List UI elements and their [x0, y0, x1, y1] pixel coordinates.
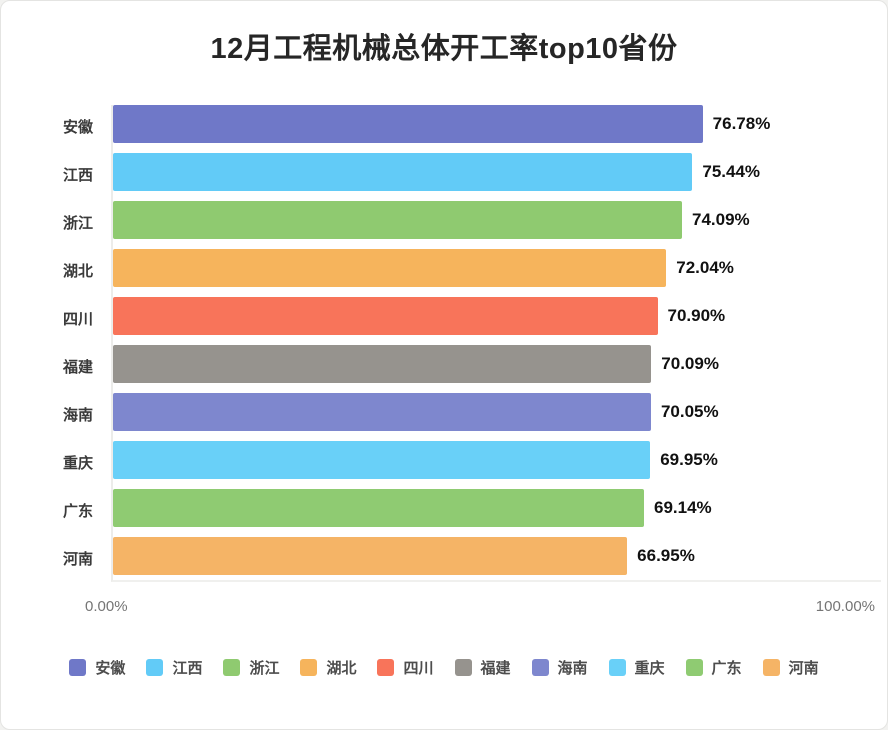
- legend-item: 安徽: [69, 657, 125, 678]
- legend-item: 四川: [377, 657, 434, 678]
- value-label: 70.09%: [661, 354, 719, 373]
- legend-label: 江西: [172, 660, 203, 677]
- legend-item: 广东: [685, 657, 742, 678]
- bar-track: 70.09%: [113, 345, 881, 383]
- legend-label: 湖北: [326, 660, 357, 677]
- bar-track: 70.05%: [113, 393, 881, 431]
- category-label: 安徽: [62, 119, 93, 136]
- category-label: 江西: [62, 167, 93, 184]
- value-label: 69.14%: [653, 498, 712, 517]
- legend-label: 福建: [480, 660, 511, 677]
- plot-wrapper: 76.78% 75.44% 74.09% 72.04% 70.90% 70.09% 70.0…: [1, 105, 881, 582]
- category-label: 浙江: [62, 215, 93, 232]
- legend-swatch: [377, 659, 395, 676]
- legend-label: 浙江: [249, 660, 280, 677]
- legend-swatch: [685, 659, 703, 676]
- bar-row: 70.09%: [113, 345, 881, 383]
- plot-area: 76.78% 75.44% 74.09% 72.04% 70.90% 70.09% 70.0…: [111, 105, 881, 582]
- bar: [113, 489, 644, 527]
- legend-swatch: [69, 659, 87, 676]
- legend-label: 四川: [403, 660, 434, 677]
- legend: 安徽 江西 浙江 湖北 四川 福建 海南 重庆 广东 河南: [1, 657, 887, 678]
- bar-track: 72.04%: [113, 249, 881, 287]
- category-label: 河南: [62, 551, 93, 568]
- category-label: 四川: [62, 311, 93, 328]
- x-axis: 0.00% 100.00%: [85, 598, 875, 615]
- bar: [113, 105, 703, 143]
- legend-swatch: [454, 659, 472, 676]
- bar: [113, 249, 667, 287]
- legend-swatch: [531, 659, 549, 676]
- legend-swatch: [146, 659, 164, 676]
- bar-row: 75.44%: [113, 153, 881, 191]
- bar-row: 76.78%: [113, 105, 881, 143]
- legend-item: 湖北: [300, 657, 356, 678]
- legend-label: 海南: [557, 660, 588, 677]
- bar: [113, 537, 628, 575]
- value-label: 69.95%: [660, 450, 718, 469]
- bar-track: 75.44%: [113, 153, 881, 191]
- legend-label: 安徽: [95, 660, 126, 677]
- value-label: 70.05%: [660, 402, 719, 421]
- category-label: 湖北: [62, 263, 93, 280]
- legend-label: 河南: [788, 660, 819, 677]
- bar-track: 69.95%: [113, 441, 881, 479]
- legend-item: 重庆: [608, 657, 665, 678]
- bar-track: 69.14%: [113, 489, 881, 527]
- legend-swatch: [608, 659, 626, 676]
- value-label: 66.95%: [637, 546, 695, 565]
- bar: [113, 297, 658, 335]
- bar: [113, 153, 693, 191]
- bar: [113, 345, 652, 383]
- bar-track: 74.09%: [113, 201, 881, 239]
- legend-swatch: [762, 659, 780, 676]
- legend-item: 福建: [454, 657, 511, 678]
- value-label: 76.78%: [712, 114, 771, 133]
- x-tick-min: 0.00%: [85, 598, 128, 615]
- category-label: 海南: [62, 407, 93, 424]
- value-label: 74.09%: [692, 210, 750, 229]
- bar-track: 70.90%: [113, 297, 881, 335]
- legend-item: 海南: [531, 657, 588, 678]
- bar-row: 69.14%: [113, 489, 881, 527]
- bar-row: 70.05%: [113, 393, 881, 431]
- legend-swatch: [300, 659, 318, 676]
- legend-item: 河南: [762, 657, 819, 678]
- bar-row: 72.04%: [113, 249, 881, 287]
- bar: [113, 393, 651, 431]
- bar-row: 70.90%: [113, 297, 881, 335]
- bar-row: 66.95%: [113, 537, 881, 575]
- bar-chart: 76.78% 75.44% 74.09% 72.04% 70.90% 70.09% 70.0…: [1, 105, 881, 615]
- legend-label: 重庆: [634, 660, 665, 677]
- legend-item: 江西: [146, 657, 202, 678]
- bar: [113, 441, 651, 479]
- bar-row: 69.95%: [113, 441, 881, 479]
- category-label: 重庆: [62, 455, 93, 472]
- legend-item: 浙江: [223, 657, 279, 678]
- legend-label: 广东: [711, 660, 742, 677]
- bar-track: 66.95%: [113, 537, 881, 575]
- bar-track: 76.78%: [113, 105, 881, 143]
- value-label: 70.90%: [667, 306, 726, 325]
- category-label: 广东: [62, 503, 93, 520]
- category-label: 福建: [62, 359, 93, 376]
- chart-title: 12月工程机械总体开工率top10省份: [210, 33, 678, 65]
- bar: [113, 201, 682, 239]
- value-label: 72.04%: [676, 258, 734, 277]
- bar-row: 74.09%: [113, 201, 881, 239]
- value-label: 75.44%: [702, 162, 761, 181]
- legend-swatch: [223, 659, 241, 676]
- x-tick-max: 100.00%: [815, 598, 875, 615]
